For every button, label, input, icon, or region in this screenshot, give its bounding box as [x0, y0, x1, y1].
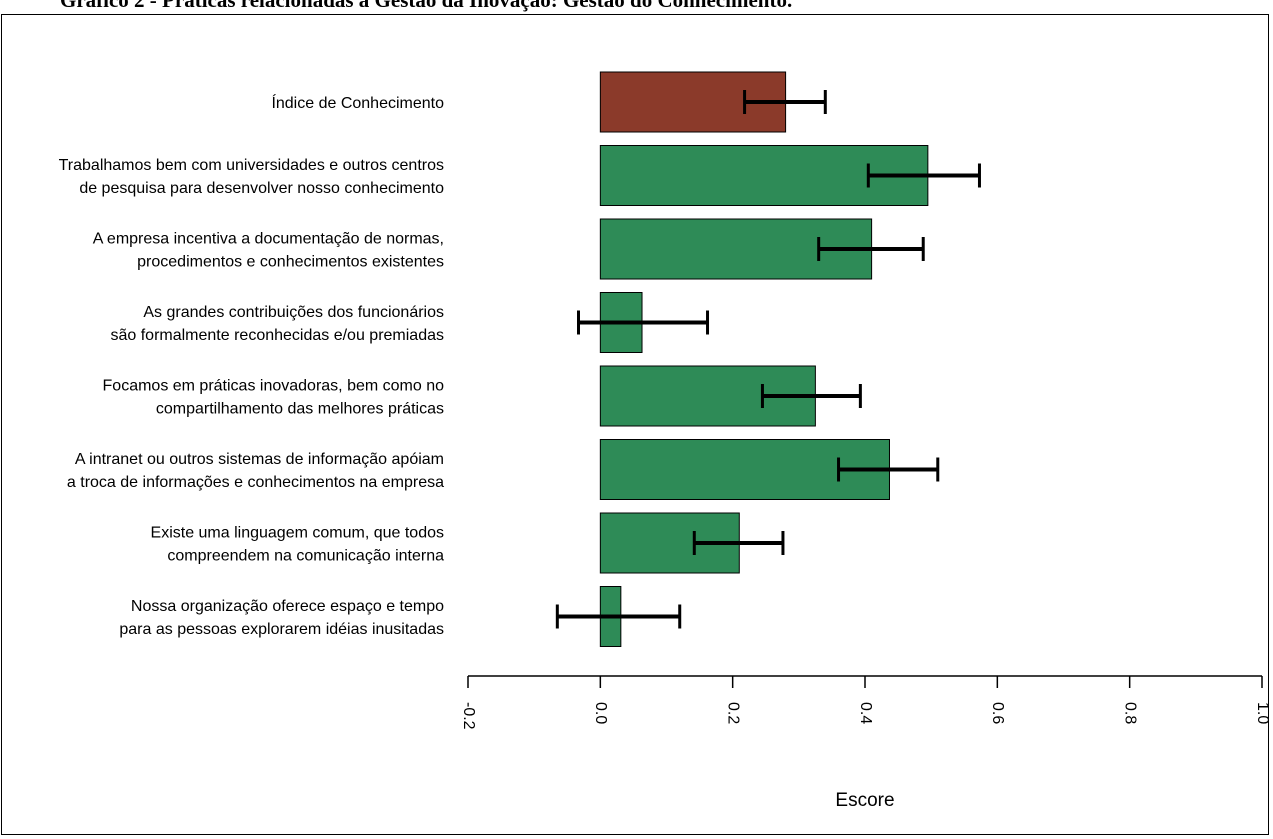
error-bars-layer — [555, 90, 981, 629]
figure-caption: Gráfico 2 - Práticas relacionadas à Gest… — [60, 0, 793, 12]
x-tick-label-1: 0.0 — [592, 702, 609, 724]
error-bar-7 — [555, 604, 682, 629]
x-axis: -0.2 0.0 0.2 0.4 0.6 0.8 1.0 — [460, 675, 1271, 730]
category-label-1-1: de pesquisa para desenvolver nosso conhe… — [79, 180, 444, 197]
category-label-2-0: A empresa incentiva a documentação de no… — [93, 231, 444, 248]
category-label-0-0: Índice de Conhecimento — [271, 93, 444, 112]
category-label-4-1: compartilhamento das melhores práticas — [156, 401, 444, 418]
category-label-7-1: para as pessoas explorarem idéias inusit… — [119, 621, 444, 638]
chart-frame — [1, 14, 1269, 835]
category-label-4-0: Focamos em práticas inovadoras, bem como… — [103, 378, 445, 395]
category-label-5-1: a troca de informações e conhecimentos n… — [67, 474, 444, 491]
bars-layer — [599, 71, 929, 647]
category-labels-layer: Índice de Conhecimento Trabalhamos bem co… — [59, 93, 444, 638]
x-tick-label-5: 0.8 — [1121, 702, 1138, 724]
error-bar-1 — [866, 163, 981, 188]
x-tick-label-6: 1.0 — [1254, 702, 1271, 724]
error-bar-5 — [837, 457, 940, 482]
category-label-5-0: A intranet ou outros sistemas de informa… — [75, 451, 444, 468]
error-bar-4 — [760, 384, 862, 408]
error-bar-2 — [817, 237, 925, 261]
error-bar-3 — [576, 310, 710, 335]
x-tick-label-2: 0.2 — [724, 702, 741, 724]
category-label-7-0: Nossa organização oferece espaço e tempo — [131, 598, 444, 615]
category-label-6-1: compreendem na comunicação interna — [167, 548, 444, 565]
error-bar-6 — [692, 531, 785, 555]
x-tick-label-0: -0.2 — [460, 702, 477, 730]
category-label-2-1: procedimentos e conhecimentos existentes — [137, 254, 444, 271]
error-bar-0 — [743, 90, 827, 114]
category-label-6-0: Existe uma linguagem comum, que todos — [151, 525, 444, 542]
x-axis-title: Escore — [835, 790, 894, 811]
category-label-1-0: Trabalhamos bem com universidades e outr… — [59, 157, 444, 174]
category-label-3-1: são formalmente reconhecidas e/ou premia… — [110, 327, 444, 344]
x-tick-label-3: 0.4 — [857, 702, 874, 724]
category-label-3-0: As grandes contribuições dos funcionário… — [143, 304, 444, 321]
x-tick-label-4: 0.6 — [989, 702, 1006, 724]
